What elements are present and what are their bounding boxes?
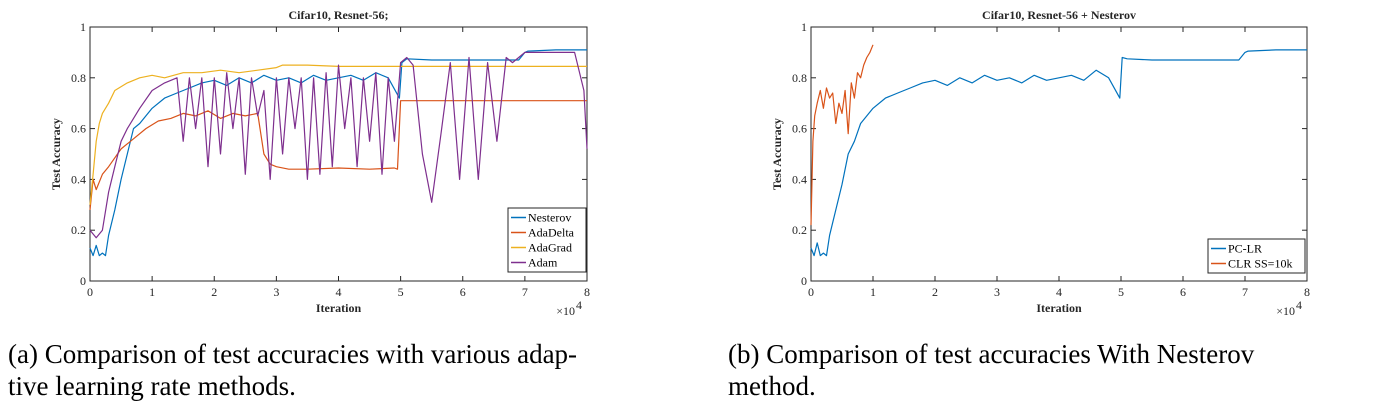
x-tick-label: 4 — [1056, 285, 1062, 299]
y-tick-label: 0 — [80, 274, 86, 288]
x-tick-label: 7 — [1242, 285, 1248, 299]
x-tick-label: 7 — [522, 285, 528, 299]
caption-b-line1: (b) Comparison of test accuracies With N… — [728, 339, 1255, 369]
x-tick-label: 2 — [932, 285, 938, 299]
caption-a-line1: (a) Comparison of test accuracies with v… — [8, 339, 578, 369]
caption-a-line2: tive learning rate methods. — [8, 371, 296, 401]
y-tick-label: 0.4 — [71, 172, 86, 186]
legend-label: Nesterov — [528, 211, 571, 225]
x-tick-label: 5 — [1118, 285, 1124, 299]
x-tick-label: 6 — [460, 285, 466, 299]
y-tick-label: 0.8 — [71, 71, 86, 85]
chart-title: Cifar10, Resnet-56 + Nesterov — [982, 8, 1136, 22]
y-tick-label: 0.2 — [71, 223, 86, 237]
panel-b: 0 0.2 0.4 0.6 0.8 1 0 1 2 3 4 5 6 7 8 Cifar10, Resnet-5… — [692, 0, 1384, 406]
y-tick-label: 0.6 — [71, 122, 86, 136]
y-tick-label: 0.6 — [792, 122, 807, 136]
y-tick-label: 0.4 — [792, 172, 807, 186]
x-tick-label: 0 — [808, 285, 814, 299]
series-line-adagrad — [89, 64, 587, 205]
series-line-adam — [89, 51, 588, 239]
y-axis-label: Test Accuracy — [49, 118, 63, 190]
x-exponent-power: 4 — [1296, 298, 1302, 312]
x-tick-label: 1 — [149, 285, 155, 299]
x-tick-label: 2 — [211, 285, 217, 299]
x-axis-label: Iteration — [316, 301, 362, 315]
x-tick-label: 3 — [273, 285, 279, 299]
y-tick-label: 1 — [80, 20, 86, 34]
x-exponent-power: 4 — [576, 298, 582, 312]
y-tick-label: 0.2 — [792, 223, 807, 237]
legend-label: AdaDelta — [528, 226, 575, 240]
x-axis-label: Iteration — [1036, 301, 1082, 315]
caption-b-line2: method. — [728, 371, 816, 401]
chart-title: Cifar10, Resnet-56; — [289, 8, 389, 22]
x-exponent-label: ×10 — [556, 304, 575, 318]
series-line-nesterov — [89, 49, 587, 257]
y-axis-label: Test Accuracy — [770, 118, 784, 190]
legend-label: Adam — [528, 256, 558, 270]
series-line-clr-ss-10k — [810, 44, 874, 226]
x-tick-label: 8 — [1304, 285, 1310, 299]
legend-label: CLR SS=10k — [1228, 257, 1292, 271]
y-tick-label: 0 — [801, 274, 807, 288]
x-tick-label: 4 — [336, 285, 342, 299]
chart-a: 0 0.2 0.4 0.6 0.8 1 0 1 2 3 4 5 6 7 8 Cifar10, Resnet-5… — [49, 8, 590, 318]
x-exponent-label: ×10 — [1276, 304, 1295, 318]
legend-box — [507, 207, 587, 273]
legend-label: PC-LR — [1228, 242, 1262, 256]
x-tick-label: 0 — [87, 285, 93, 299]
legend-box — [1207, 238, 1306, 274]
x-tick-label: 8 — [584, 285, 590, 299]
chart-b: 0 0.2 0.4 0.6 0.8 1 0 1 2 3 4 5 6 7 8 Cifar10, Resnet-5… — [770, 8, 1310, 318]
x-tick-label: 1 — [870, 285, 876, 299]
x-tick-label: 5 — [398, 285, 404, 299]
x-tick-label: 3 — [994, 285, 1000, 299]
x-tick-label: 6 — [1180, 285, 1186, 299]
panel-a: 0 0.2 0.4 0.6 0.8 1 0 1 2 3 4 5 6 7 8 Cifar10, Resnet-5… — [8, 8, 590, 402]
y-tick-label: 1 — [801, 20, 807, 34]
legend-label: AdaGrad — [528, 241, 572, 255]
caption-b: (b) Comparison of test accuracies With N… — [728, 338, 1254, 402]
y-tick-label: 0.8 — [792, 71, 807, 85]
series-line-adadelta — [89, 100, 587, 210]
series-line-pc-lr — [810, 49, 1307, 257]
caption-a: (a) Comparison of test accuracies with v… — [8, 338, 577, 402]
